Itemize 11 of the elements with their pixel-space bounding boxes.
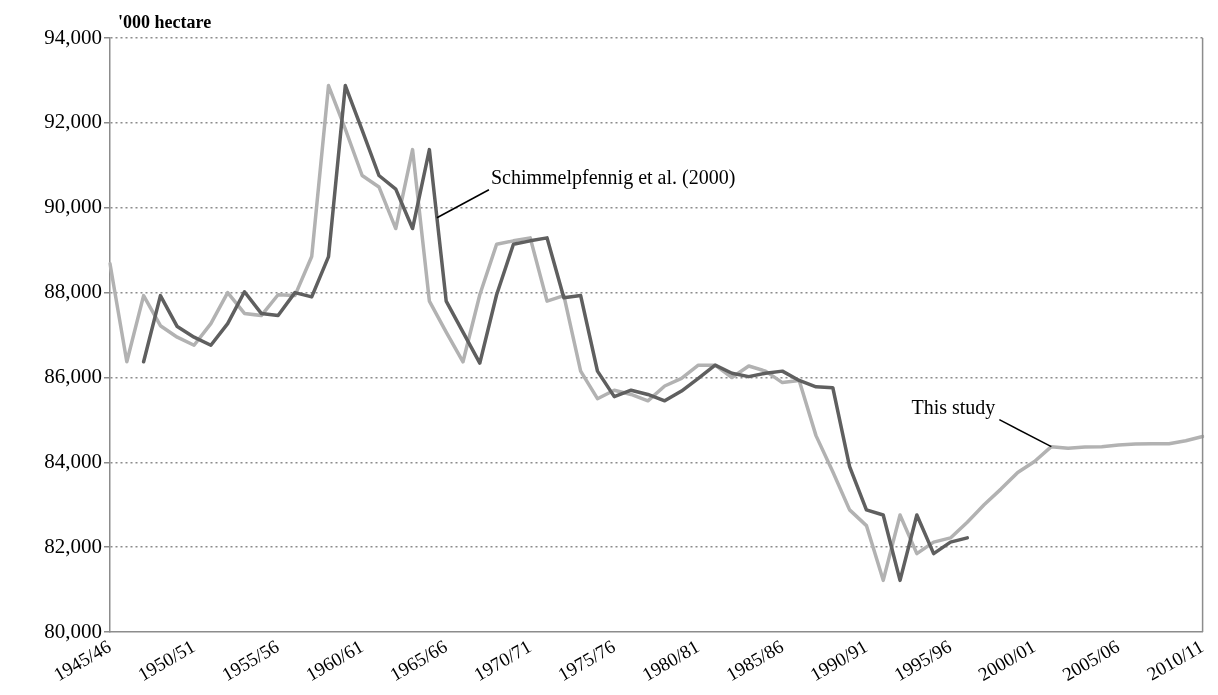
y-tick-label: 88,000 — [44, 279, 102, 304]
text: This study — [911, 395, 996, 419]
y-tick-label: 84,000 — [44, 448, 102, 473]
y-tick-label: 94,000 — [44, 24, 102, 49]
y-tick-label: 86,000 — [44, 364, 102, 389]
y-tick-label: 80,000 — [44, 618, 102, 643]
y-tick-label: 92,000 — [44, 109, 102, 134]
y-tick-label: 90,000 — [44, 194, 102, 219]
text: Schimmelpfennig et al. (2000) — [490, 166, 736, 190]
y-axis-title: '000 hectare — [118, 11, 212, 32]
y-tick-label: 82,000 — [44, 533, 102, 558]
